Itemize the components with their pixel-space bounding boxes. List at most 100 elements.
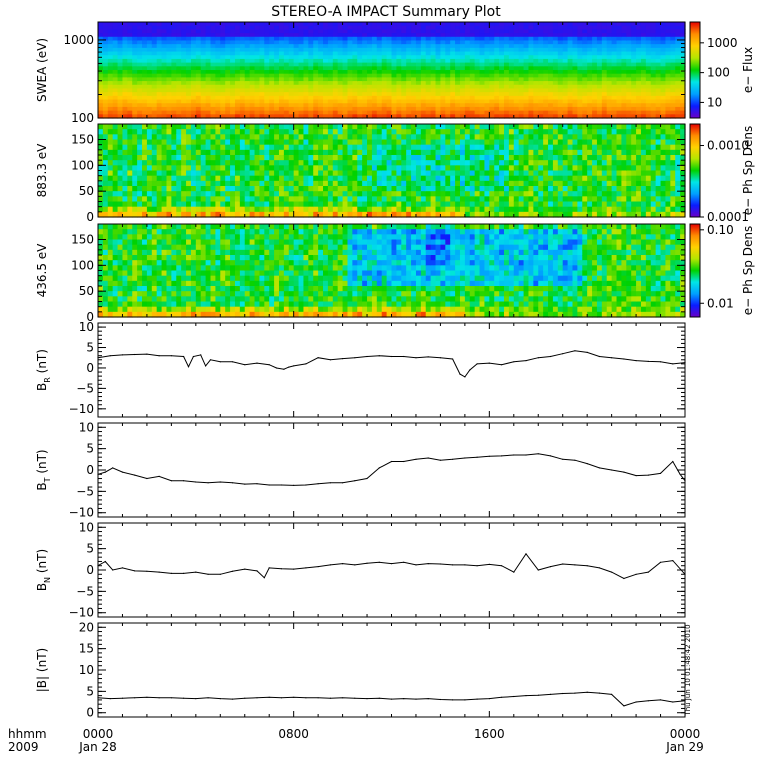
bmag-data-point [317,697,319,699]
bmag-data-point [476,698,478,700]
br-ytick-label: 10 [79,320,94,334]
br-data-point [549,355,552,358]
bmag-data-point [659,699,662,701]
bn-data-point [537,569,539,571]
bn-data-point [329,564,331,566]
time-tick-label: 0800 [278,727,309,741]
bn-data-point [488,563,490,566]
bmag-data-point [183,697,185,699]
bmag-data-point [415,698,417,700]
br-data-point [231,361,234,363]
bn-data-point [403,561,405,563]
bt-data-point [170,480,172,482]
br-data-point [192,355,194,358]
bn-data-point [623,577,625,580]
bt-data-point [342,482,344,484]
bn-data-point [293,568,295,570]
bn-data-point [672,560,674,562]
bmag-data-point [109,698,111,700]
br-data-point [305,363,307,365]
br-data-point [537,357,539,359]
bt-ytick-label: 0 [86,463,94,477]
br-data-point [187,366,190,368]
pad436-colorbar-label: e− Ph Sp Dens [741,226,755,315]
pad436-ytick-label: 100 [71,258,94,272]
bmag-data-point [378,697,380,699]
bmag-data-point [134,697,136,699]
pad436-ytick-label: 0 [86,310,94,324]
bn-data-point [244,568,246,570]
bn-data-point [342,563,344,565]
br-ylabel: BR (nT) [35,349,52,391]
bt-ytick-label: 5 [86,442,94,456]
bmag-data-point [647,700,649,702]
br-data-point [469,369,471,371]
swea-colorbar-tick-label: 10 [707,95,722,109]
bt-data-point [623,471,625,473]
br-data-point [317,357,319,359]
bmag-data-point [121,697,124,699]
bn-data-point [195,571,197,573]
bn-data-point [231,570,234,572]
bmag-data-point [452,699,454,701]
bmag-data-point [525,695,527,697]
bmag-data-point [195,698,197,700]
bt-data-point [672,460,674,463]
bt-data-point [501,455,503,457]
bmag-data-point [672,701,674,703]
br-ytick-label: 5 [86,341,94,355]
bt-data-point [586,463,588,465]
br-data-point [476,363,478,365]
br-data-point [342,358,344,360]
bt-data-point [452,458,454,460]
bn-data-point [525,553,527,555]
bmag-data-point [231,698,234,700]
bt-series-line [97,453,686,486]
br-ylabel-unit: (nT) [35,349,49,377]
time-tick-label: 0000 [83,727,114,741]
br-data-point [158,355,160,357]
br-data-point [459,373,461,375]
br-data-point [121,354,124,356]
bmag-data-point [513,695,515,698]
bmag-data-point [403,698,405,700]
pad883-ytick-label: 150 [71,133,94,147]
bt-data-point [439,459,441,461]
br-data-point [672,363,674,365]
br-ytick-label: −10 [69,402,94,416]
bmag-data-point [427,698,429,700]
br-data-point [366,355,368,358]
br-data-point [200,354,202,356]
br-data-point [403,355,405,358]
bmag-data-point [293,696,295,698]
br-data-point [183,355,185,358]
swea-ytick-label: 100 [71,111,94,125]
br-data-point [415,357,417,359]
bn-data-point [280,568,282,570]
bn-data-point [317,566,319,568]
pad883-ytick-label: 0 [86,210,94,224]
br-data-point [513,361,515,363]
bt-data-point [293,484,295,486]
br-data-point [146,353,148,355]
bn-ytick-label: 0 [86,563,94,577]
bmag-data-point [354,697,356,699]
br-data-point [275,367,278,369]
bn-ytick-label: −5 [76,584,94,598]
bn-data-point [611,571,613,573]
bmag-ylabel-unit: (nT) [35,648,49,676]
bn-ylabel-unit: (nT) [35,549,49,577]
bn-data-point [635,573,637,575]
pad436-colorbar-tick-label: 0.01 [707,296,734,310]
bn-data-point [134,570,136,572]
bt-ylabel-sub: T [43,477,52,483]
bt-data-point [104,471,106,473]
br-data-point [170,355,172,357]
bn-data-point [366,562,368,564]
pad436-ytick-label: 150 [71,233,94,247]
bt-data-point [403,460,405,463]
bn-data-point [659,561,662,563]
bn-data-point [207,573,209,575]
